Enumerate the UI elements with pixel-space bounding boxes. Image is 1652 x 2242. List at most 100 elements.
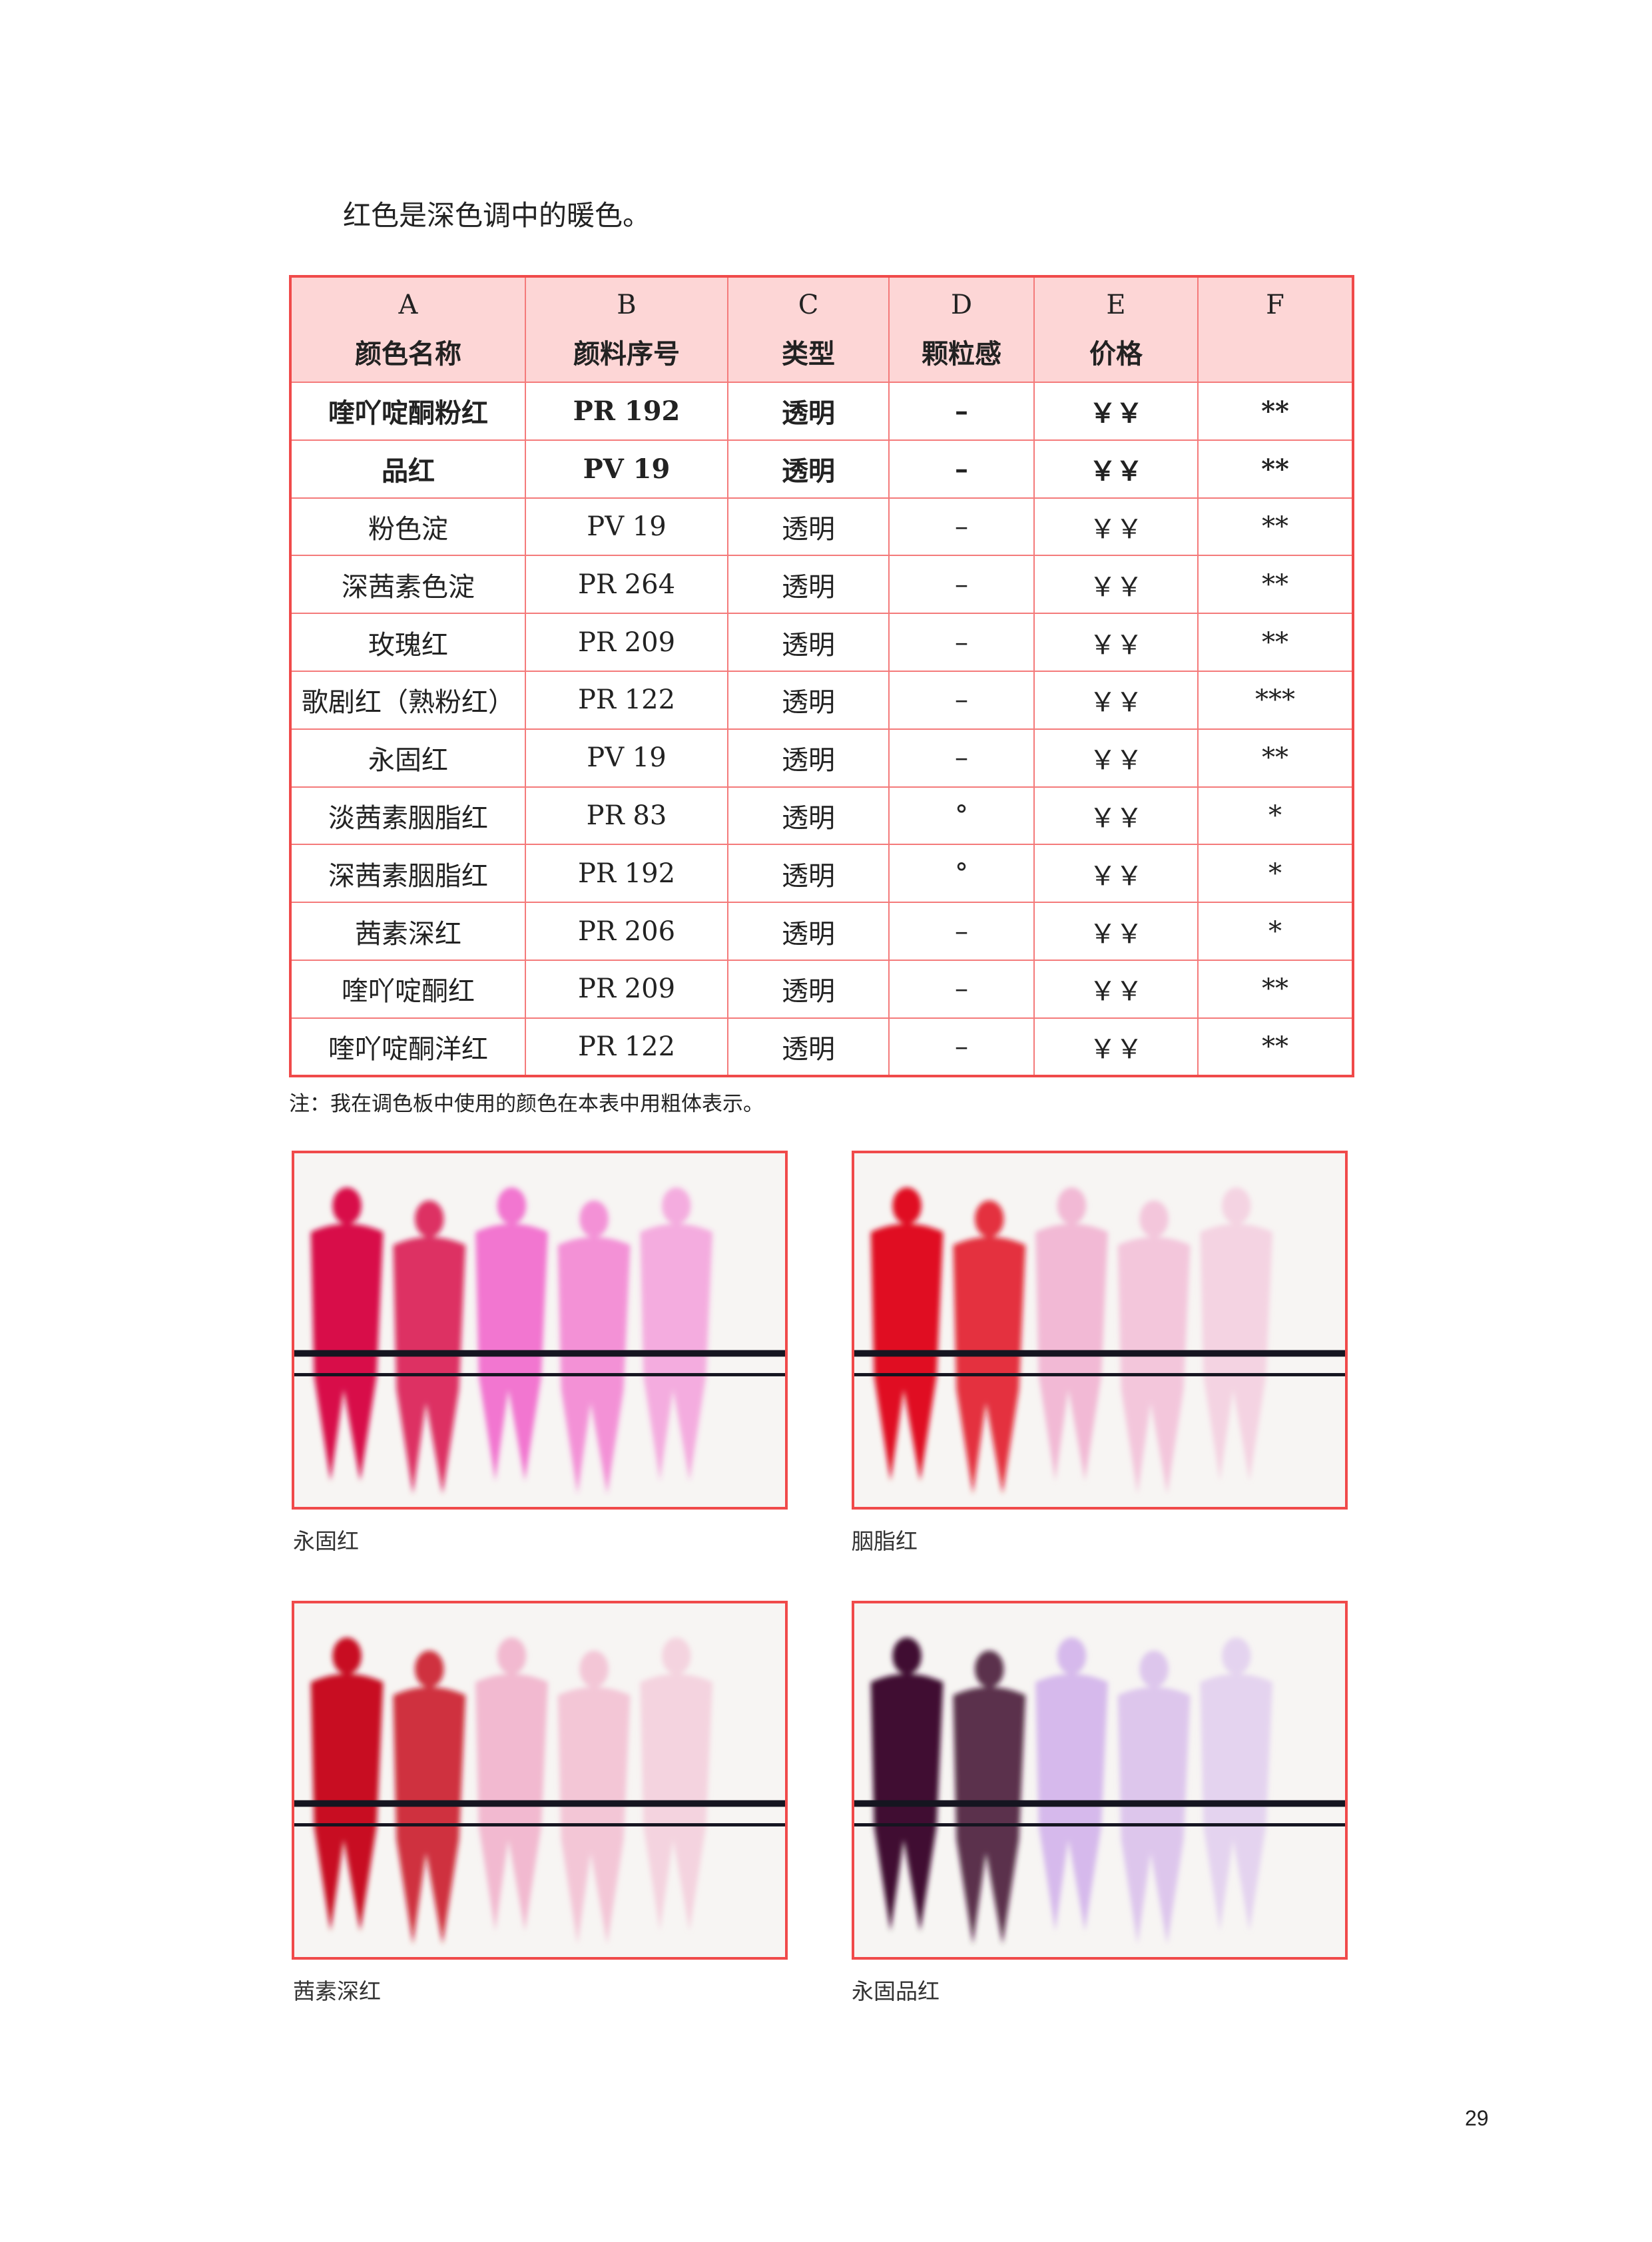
- table-cell: **: [1197, 728, 1354, 788]
- table-cell: **: [1197, 497, 1354, 557]
- table-row: 茜素深红 PR 206 透明 – ￥￥ *: [290, 902, 1354, 961]
- column-header: F: [1197, 276, 1354, 383]
- table-cell: 深茜素色淀: [290, 555, 526, 615]
- table-cell: 深茜素胭脂红: [290, 844, 526, 904]
- table-cell: 透明: [727, 555, 890, 615]
- table-row: 喹吖啶酮红 PR 209 透明 – ￥￥ **: [290, 959, 1354, 1019]
- table-row: 品红 PV 19 透明 – ￥￥ **: [290, 439, 1354, 499]
- figure-silhouette: [475, 1637, 548, 1932]
- column-letter: F: [1266, 290, 1284, 320]
- figure-silhouette: [640, 1187, 713, 1482]
- table-cell: 喹吖啶酮洋红: [290, 1017, 526, 1077]
- table-row: 喹吖啶酮粉红 PR 192 透明 – ￥￥ **: [290, 382, 1354, 441]
- figure-silhouette: [1117, 1200, 1191, 1495]
- table-cell: 淡茜素胭脂红: [290, 786, 526, 846]
- table-cell: –: [888, 670, 1035, 730]
- figure-silhouette: [557, 1200, 631, 1495]
- figure-silhouette: [1200, 1187, 1273, 1482]
- figure-silhouette: [1035, 1187, 1108, 1482]
- column-label: 颗粒感: [922, 338, 1001, 370]
- figure-silhouette: [953, 1650, 1026, 1945]
- table-cell: 粉色淀: [290, 497, 526, 557]
- ink-line: [294, 1373, 785, 1376]
- table-cell: PV 19: [525, 439, 728, 499]
- column-label: 颜料序号: [573, 338, 680, 370]
- table-cell: 透明: [727, 1017, 890, 1077]
- swatch-caption: 永固品红: [852, 1978, 940, 2004]
- figure-silhouette: [870, 1637, 944, 1932]
- table-cell: 透明: [727, 613, 890, 672]
- table-cell: **: [1197, 613, 1354, 672]
- table-cell: **: [1197, 1017, 1354, 1077]
- column-header: A 颜色名称: [290, 276, 526, 383]
- column-letter: D: [950, 290, 973, 320]
- table-cell: –: [888, 728, 1035, 788]
- table-cell: ￥￥: [1033, 613, 1199, 672]
- table-cell: ￥￥: [1033, 786, 1199, 846]
- table-cell: PR 192: [525, 844, 728, 904]
- table-row: 深茜素胭脂红 PR 192 透明 ° ￥￥ *: [290, 844, 1354, 904]
- table-cell: 透明: [727, 497, 890, 557]
- table-cell: 透明: [727, 382, 890, 441]
- intro-text: 红色是深色调中的暖色。: [343, 199, 651, 232]
- table-cell: 透明: [727, 670, 890, 730]
- table-cell: *: [1197, 902, 1354, 961]
- table-cell: PR 209: [525, 613, 728, 672]
- table-row: 粉色淀 PV 19 透明 – ￥￥ **: [290, 497, 1354, 557]
- table-cell: 喹吖啶酮红: [290, 959, 526, 1019]
- ink-line: [854, 1800, 1345, 1807]
- table-row: 深茜素色淀 PR 264 透明 – ￥￥ **: [290, 555, 1354, 615]
- figure-silhouette: [310, 1187, 384, 1482]
- table-cell: PR 192: [525, 382, 728, 441]
- table-cell: ￥￥: [1033, 382, 1199, 441]
- swatch-caption: 胭脂红: [852, 1528, 918, 1554]
- table-cell: **: [1197, 439, 1354, 499]
- swatch-caption: 永固红: [293, 1528, 359, 1554]
- ink-line: [294, 1823, 785, 1826]
- table-cell: ￥￥: [1033, 959, 1199, 1019]
- table-cell: PR 83: [525, 786, 728, 846]
- table-cell: 透明: [727, 844, 890, 904]
- figure-silhouette: [640, 1637, 713, 1932]
- table-cell: ￥￥: [1033, 902, 1199, 961]
- column-label: 类型: [782, 338, 835, 370]
- ink-line: [294, 1800, 785, 1807]
- table-cell: 玫瑰红: [290, 613, 526, 672]
- figure-silhouette: [870, 1187, 944, 1482]
- table-cell: 透明: [727, 728, 890, 788]
- figure-silhouette: [475, 1187, 548, 1482]
- table-cell: °: [888, 786, 1035, 846]
- table-cell: ￥￥: [1033, 555, 1199, 615]
- figure-silhouette: [393, 1200, 466, 1495]
- table-cell: ￥￥: [1033, 497, 1199, 557]
- table-cell: PR 264: [525, 555, 728, 615]
- column-letter: C: [798, 290, 819, 320]
- table-cell: –: [888, 382, 1035, 441]
- table-cell: *: [1197, 844, 1354, 904]
- figure-silhouette: [1035, 1637, 1108, 1932]
- swatch-caption: 茜素深红: [293, 1978, 381, 2004]
- table-cell: 喹吖啶酮粉红: [290, 382, 526, 441]
- column-label: 价格: [1089, 338, 1143, 370]
- table-cell: –: [888, 439, 1035, 499]
- table-cell: –: [888, 1017, 1035, 1077]
- table-cell: *: [1197, 786, 1354, 846]
- table-cell: ￥￥: [1033, 670, 1199, 730]
- table-cell: –: [888, 613, 1035, 672]
- figure-silhouette: [393, 1650, 466, 1945]
- table-row: 喹吖啶酮洋红 PR 122 透明 – ￥￥ **: [290, 1017, 1354, 1077]
- page-number: 29: [1465, 2106, 1489, 2130]
- table-row: 歌剧红（熟粉红） PR 122 透明 – ￥￥ ***: [290, 670, 1354, 730]
- table-cell: PR 122: [525, 1017, 728, 1077]
- table-cell: ￥￥: [1033, 1017, 1199, 1077]
- table-cell: –: [888, 497, 1035, 557]
- figure-silhouette: [953, 1200, 1026, 1495]
- table-row: 永固红 PV 19 透明 – ￥￥ **: [290, 728, 1354, 788]
- table-note: 注：我在调色板中使用的颜色在本表中用粗体表示。: [289, 1092, 764, 1116]
- table-cell: ￥￥: [1033, 728, 1199, 788]
- swatch-painting-3: [852, 1601, 1348, 1960]
- table-cell: **: [1197, 959, 1354, 1019]
- table-cell: 透明: [727, 959, 890, 1019]
- table-row: 玫瑰红 PR 209 透明 – ￥￥ **: [290, 613, 1354, 672]
- figure-silhouette: [310, 1637, 384, 1932]
